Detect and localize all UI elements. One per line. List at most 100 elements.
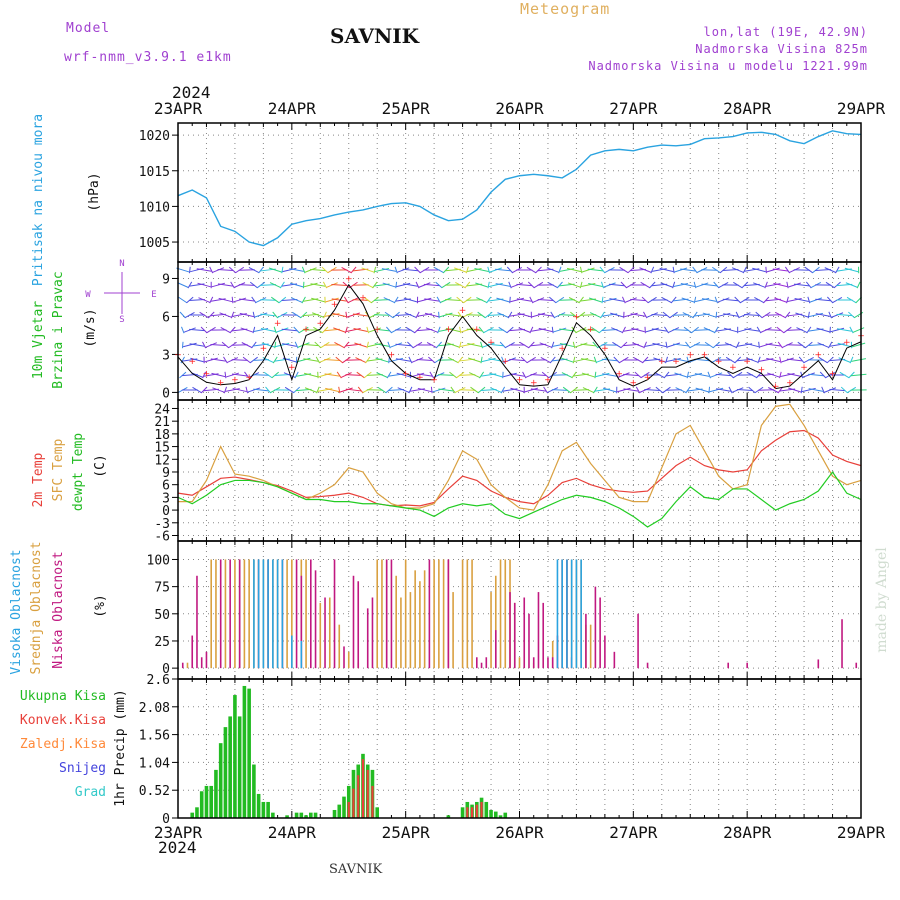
wind-arrow bbox=[374, 328, 390, 332]
gust-marker: + bbox=[217, 378, 225, 388]
wind-arrow bbox=[511, 282, 524, 288]
wind-arrow bbox=[723, 327, 738, 333]
wind-arrow bbox=[753, 282, 766, 288]
gust-marker: + bbox=[516, 376, 524, 386]
wind-arrow bbox=[692, 266, 698, 274]
wind-arrow bbox=[253, 359, 269, 361]
wind-arrow bbox=[581, 282, 596, 288]
total-precip-bar bbox=[332, 809, 337, 818]
wind-arrow bbox=[642, 356, 649, 364]
wind-arrow bbox=[631, 327, 645, 333]
wind-arrow bbox=[685, 386, 691, 394]
wind-arrow bbox=[580, 343, 597, 347]
total-precip-bar bbox=[498, 815, 503, 818]
conv-precip-bar bbox=[475, 804, 478, 818]
wind-arrow bbox=[848, 311, 855, 319]
wind-arrow bbox=[779, 356, 782, 364]
x-date-label-top: 26APR bbox=[495, 99, 544, 118]
wind-arrow bbox=[366, 341, 369, 349]
wind-arrow bbox=[735, 311, 740, 319]
wind-arrow bbox=[797, 341, 806, 349]
wind-arrow bbox=[640, 281, 650, 289]
wind-arrow bbox=[510, 297, 524, 303]
wind-arrow bbox=[445, 299, 462, 301]
wind-arrow bbox=[415, 281, 420, 289]
gust-marker: + bbox=[829, 369, 837, 379]
temp2m-line bbox=[177, 429, 862, 507]
wind-arrow bbox=[500, 386, 506, 394]
model-label: Model bbox=[66, 21, 111, 36]
wind-arrow bbox=[509, 373, 525, 377]
gust-marker: + bbox=[672, 357, 680, 367]
wind-arrow bbox=[833, 281, 841, 289]
pressure-line bbox=[177, 130, 862, 247]
wind-arrow bbox=[254, 312, 268, 318]
wind-arrow bbox=[526, 266, 537, 274]
wind-arrow bbox=[786, 329, 803, 331]
wind-arrow bbox=[693, 296, 697, 304]
wind-arrow bbox=[321, 326, 329, 334]
x-date-label-bottom: 25APR bbox=[382, 823, 431, 842]
wind-arrow bbox=[623, 373, 639, 377]
gust-marker: + bbox=[203, 369, 211, 379]
wind-arrow bbox=[190, 357, 204, 363]
wind-arrow bbox=[627, 266, 635, 274]
wind-arrow bbox=[602, 297, 617, 303]
wind-arrow bbox=[620, 281, 628, 289]
wind-arrow bbox=[736, 388, 753, 392]
wind-arrow bbox=[581, 267, 595, 273]
wind-arrow bbox=[610, 312, 624, 318]
wind-arrow bbox=[386, 371, 392, 379]
wind-arrow bbox=[715, 373, 732, 377]
wind-arrow bbox=[230, 281, 235, 289]
wind-arrow bbox=[772, 268, 789, 272]
total-precip-bar bbox=[204, 785, 209, 818]
wind-arrow bbox=[436, 296, 442, 304]
altitude-label: Nadmorska Visina 825m bbox=[695, 42, 868, 56]
wind-arrow bbox=[495, 268, 511, 272]
wind-arrow bbox=[418, 282, 431, 288]
wind-arrow bbox=[481, 357, 496, 363]
gust-marker: + bbox=[188, 357, 196, 367]
wind-arrow bbox=[528, 341, 535, 349]
wind-arrow bbox=[733, 281, 743, 289]
wind-arrow bbox=[837, 342, 852, 348]
temp-title-sfc: SFC Temp bbox=[51, 439, 66, 502]
wind-arrow bbox=[836, 313, 853, 317]
wind-arrow bbox=[851, 342, 866, 348]
y-tick-label: 0 bbox=[162, 662, 170, 677]
wind-arrow bbox=[341, 266, 352, 274]
wind-arrow bbox=[712, 341, 720, 349]
wind-arrow bbox=[197, 282, 211, 288]
y-tick-label: 12 bbox=[154, 453, 170, 468]
wind-arrow bbox=[781, 357, 794, 363]
wind-arrow bbox=[549, 356, 556, 364]
wind-arrow bbox=[530, 374, 547, 376]
wind-arrow bbox=[395, 343, 412, 347]
wind-arrow bbox=[446, 342, 460, 348]
wind-arrow bbox=[466, 328, 483, 332]
wind-arrow bbox=[300, 311, 308, 319]
wind-arrow bbox=[503, 372, 517, 378]
wind-arrow bbox=[457, 356, 464, 364]
wind-arrow bbox=[608, 283, 625, 287]
wind-arrow bbox=[189, 343, 205, 347]
wind-arrow bbox=[644, 389, 661, 391]
wind-arrow bbox=[594, 371, 597, 379]
pressure-title: Pritisak na nivou mora bbox=[31, 114, 46, 286]
wind-arrow bbox=[788, 387, 802, 393]
total-precip-bar bbox=[484, 801, 489, 818]
x-date-label-bottom: 23APR bbox=[154, 823, 203, 842]
wind-arrow bbox=[393, 296, 399, 304]
total-precip-bar bbox=[285, 815, 289, 818]
conv-precip-bar bbox=[357, 775, 360, 818]
wind-arrow bbox=[535, 266, 542, 274]
pressure-panel bbox=[172, 123, 862, 262]
wind-arrow bbox=[675, 387, 687, 393]
station-title: SAVNIK bbox=[330, 24, 420, 48]
total-precip-bar bbox=[446, 815, 451, 818]
wind-arrow bbox=[787, 373, 802, 377]
wind-arrow bbox=[848, 371, 855, 379]
wind-arrow bbox=[529, 296, 534, 304]
gust-marker: + bbox=[245, 373, 253, 383]
